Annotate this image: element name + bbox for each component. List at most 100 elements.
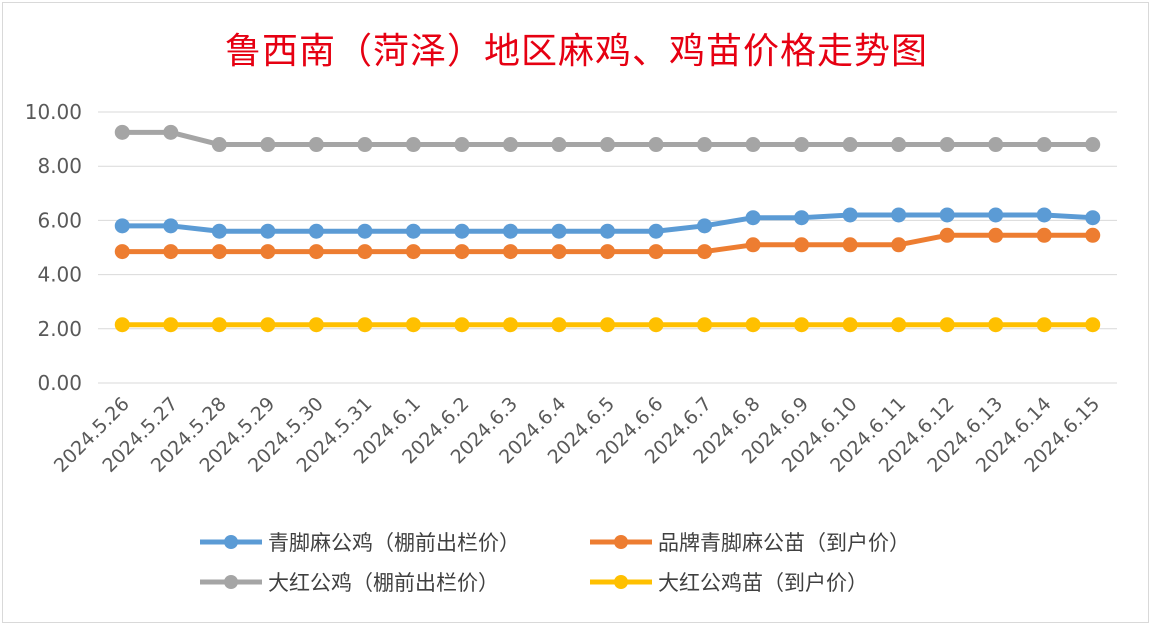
series-3-point [454, 137, 470, 153]
legend-label-series-1: 青脚麻公鸡（棚前出栏价） [268, 531, 520, 555]
series-1-point [551, 223, 567, 239]
series-1-point [163, 218, 179, 234]
series-2-point [211, 244, 227, 260]
legend-label-series-2: 品牌青脚麻公苗（到户价） [658, 531, 910, 555]
series-4-point [745, 317, 761, 333]
series-1-point [502, 223, 518, 239]
series-1-point [308, 223, 324, 239]
series-4-point [697, 317, 713, 333]
series-1-point [745, 210, 761, 226]
series-4-point [454, 317, 470, 333]
series-2-point [114, 244, 130, 260]
series-3-point [745, 137, 761, 153]
series-3-point [600, 137, 615, 153]
series-3-point [891, 137, 907, 153]
series-1-point [357, 223, 373, 239]
series-2-point [988, 227, 1004, 243]
series-3-point [308, 137, 324, 153]
series-1-point [114, 218, 130, 234]
legend-swatch-series-4 [590, 575, 652, 589]
series-1-point [939, 207, 955, 223]
series-3-point [357, 137, 373, 153]
series-3-point [648, 137, 664, 153]
series-4-point [600, 317, 615, 333]
legend-item-series-3: 大红公鸡（棚前出栏价） [200, 565, 499, 599]
series-4-point [114, 317, 130, 333]
series-2-point [939, 227, 955, 243]
series-4-point [1036, 317, 1052, 333]
series-2-point [502, 244, 518, 260]
legend-item-series-2: 品牌青脚麻公苗（到户价） [590, 525, 910, 559]
series-2-point [648, 244, 664, 260]
legend-item-series-1: 青脚麻公鸡（棚前出栏价） [200, 525, 520, 559]
series-3-point [114, 124, 130, 140]
series-4-point [842, 317, 858, 333]
series-3-point [502, 137, 518, 153]
series-1-point [794, 210, 810, 226]
series-1-point [1036, 207, 1052, 223]
y-tick-label: 2.00 [37, 317, 82, 341]
series-4-point [260, 317, 276, 333]
legend-item-series-4: 大红公鸡苗（到户价） [590, 565, 868, 599]
series-3-point [697, 137, 713, 153]
series-3-point [405, 137, 421, 153]
series-4-point [357, 317, 373, 333]
series-4-point [648, 317, 664, 333]
series-3-point [842, 137, 858, 153]
series-2-point [794, 237, 810, 253]
y-tick-label: 0.00 [37, 371, 82, 395]
series-1-point [988, 207, 1004, 223]
series-4-point [988, 317, 1004, 333]
series-3-point [260, 137, 276, 153]
series-4-point [1085, 317, 1101, 333]
series-3-point [794, 137, 810, 153]
series-1-point [405, 223, 421, 239]
chart-title: 鲁西南（菏泽）地区麻鸡、鸡苗价格走势图 [224, 31, 928, 72]
legend-label-series-3: 大红公鸡（棚前出栏价） [268, 571, 499, 595]
legend-swatch-series-1 [200, 535, 262, 549]
series-2-point [1036, 227, 1052, 243]
series-2-point [260, 244, 276, 260]
series-3-point [939, 137, 955, 153]
series-2-point [697, 244, 713, 260]
legend-swatch-series-3 [200, 575, 262, 589]
series-4-point [939, 317, 955, 333]
series-2-point [454, 244, 470, 260]
series-4-point [794, 317, 810, 333]
series-2-point [600, 244, 615, 260]
series-4-point [502, 317, 518, 333]
series-3-point [988, 137, 1004, 153]
series-1-point [454, 223, 470, 239]
y-tick-label: 4.00 [37, 263, 82, 287]
series-2-point [405, 244, 421, 260]
series-1-point [1085, 210, 1101, 226]
series-2-point [891, 237, 907, 253]
legend-swatch-series-2 [590, 535, 652, 549]
series-4-point [211, 317, 227, 333]
series-3-point [551, 137, 567, 153]
series-4-point [163, 317, 179, 333]
series-3-point [163, 124, 179, 140]
series-3-point [211, 137, 227, 153]
series-4-point [405, 317, 421, 333]
series-1-point [600, 223, 615, 239]
series-1-point [891, 207, 907, 223]
series-2-point [745, 237, 761, 253]
series-1-point [842, 207, 858, 223]
legend-label-series-4: 大红公鸡苗（到户价） [658, 571, 868, 595]
series-2-point [1085, 227, 1101, 243]
y-tick-label: 10.00 [25, 100, 82, 124]
series-2-point [357, 244, 373, 260]
series-4-point [308, 317, 324, 333]
series-1-point [211, 223, 227, 239]
series-3-point [1036, 137, 1052, 153]
chart-legend: 青脚麻公鸡（棚前出栏价） 品牌青脚麻公苗（到户价） 大红公鸡（棚前出栏价） 大红… [200, 525, 1000, 605]
series-4-point [891, 317, 907, 333]
series-1-point [648, 223, 664, 239]
series-2-point [551, 244, 567, 260]
series-1-point [260, 223, 276, 239]
series-2-point [308, 244, 324, 260]
series-1-point [697, 218, 713, 234]
